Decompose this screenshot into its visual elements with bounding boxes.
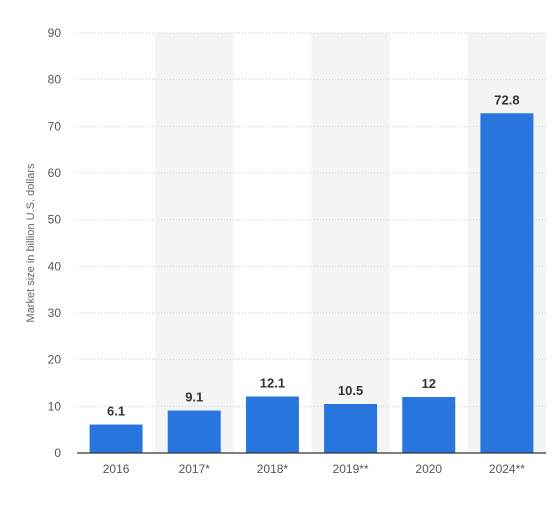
value-label-2024: 72.8 xyxy=(494,92,519,107)
y-tick-label-20: 20 xyxy=(48,353,62,367)
y-tick-label-40: 40 xyxy=(48,259,62,273)
value-label-2019: 10.5 xyxy=(338,383,363,398)
y-tick-label-70: 70 xyxy=(48,119,62,133)
value-label-2020: 12 xyxy=(422,376,436,391)
x-tick-label-2016: 2016 xyxy=(103,462,130,476)
category-band-2019 xyxy=(311,33,390,453)
x-axis: 2016 2017* 2018* 2019** 2020 2024** xyxy=(77,452,546,476)
bar-2019[interactable] xyxy=(324,404,378,453)
value-label-2017: 9.1 xyxy=(185,390,203,405)
value-label-2016: 6.1 xyxy=(107,404,125,419)
y-tick-label-0: 0 xyxy=(54,446,61,460)
bars xyxy=(89,113,534,454)
x-tick-label-2020: 2020 xyxy=(415,462,442,476)
gridlines xyxy=(77,32,546,407)
y-tick-label-80: 80 xyxy=(48,73,62,87)
y-tick-label-50: 50 xyxy=(48,213,62,227)
bar-2018[interactable] xyxy=(245,396,299,453)
x-tick-label-2017: 2017* xyxy=(179,462,211,476)
category-band-2017 xyxy=(155,33,234,453)
value-label-2018: 12.1 xyxy=(260,376,285,391)
y-tick-label-60: 60 xyxy=(48,166,62,180)
x-tick-label-2019: 2019** xyxy=(333,462,369,476)
bar-2016[interactable] xyxy=(89,424,143,453)
bar-2017[interactable] xyxy=(167,410,221,453)
y-tick-label-30: 30 xyxy=(48,306,62,320)
x-tick-label-2018: 2018* xyxy=(257,462,289,476)
value-labels: 6.1 9.1 12.1 10.5 12 72.8 xyxy=(107,92,520,418)
y-tick-label-10: 10 xyxy=(48,399,62,413)
bar-2020[interactable] xyxy=(402,397,456,453)
y-axis-title: Market size in billion U.S. dollars xyxy=(25,163,37,322)
y-axis: 0 10 20 30 40 50 60 70 80 90 xyxy=(48,26,62,460)
y-tick-label-90: 90 xyxy=(48,26,62,40)
bar-2024[interactable] xyxy=(480,113,534,454)
x-tick-label-2024: 2024** xyxy=(489,462,525,476)
